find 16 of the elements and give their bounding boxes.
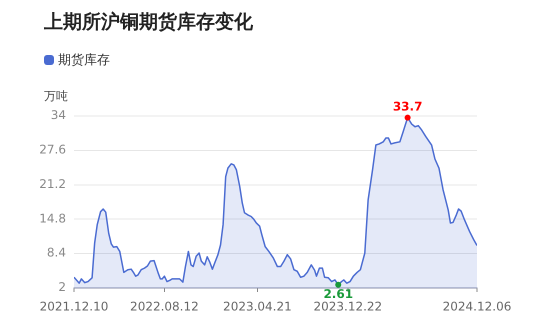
y-tick-label: 21.2 [39,176,66,191]
y-tick-label: 14.8 [39,211,66,226]
y-tick-label: 27.6 [39,142,66,157]
chart-title: 上期所沪铜期货库存变化 [44,10,253,35]
x-tick-label: 2021.12.10 [40,299,108,314]
x-tick-label: 2023.04.21 [223,299,292,314]
y-tick-label: 2 [58,280,66,294]
annotation: 2.61 [323,286,354,301]
annotation: 33.7 [392,100,422,114]
legend-label: 期货库存 [58,52,110,69]
y-tick-label: 34 [50,108,66,122]
x-tick-label: 2023.12.22 [313,299,382,314]
y-tick-label: 8.4 [46,246,66,260]
y-axis-title: 万吨 [44,88,68,105]
x-tick-label: 2024.12.06 [442,299,512,314]
x-tick-label: 2022.08.12 [130,299,199,314]
